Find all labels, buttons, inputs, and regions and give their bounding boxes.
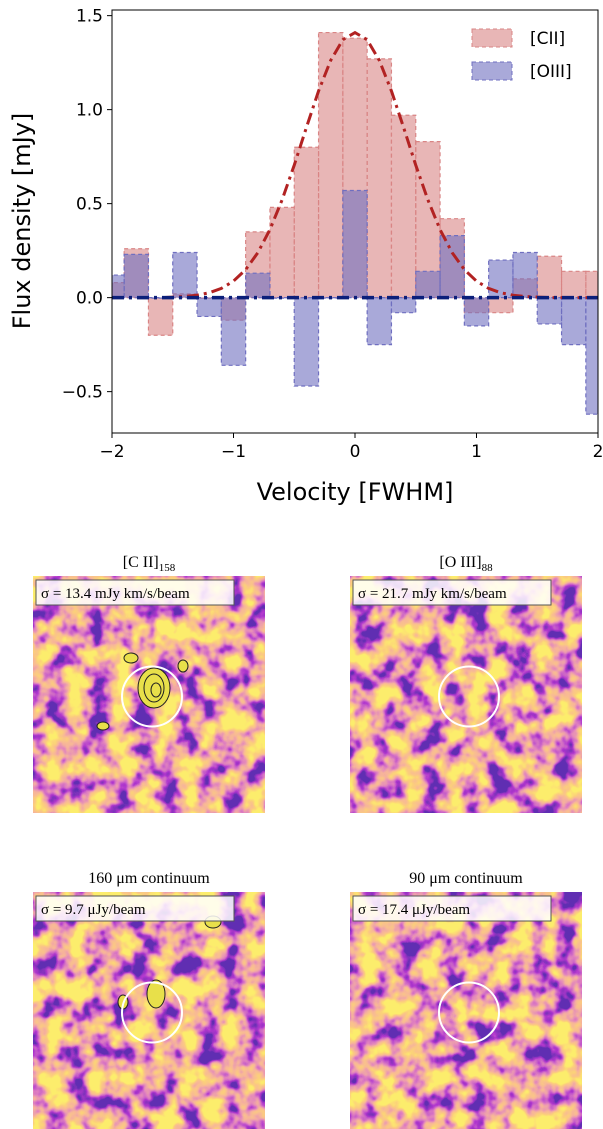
sigma-label: σ = 17.4 μJy/beam — [358, 902, 470, 918]
aperture — [121, 981, 183, 1044]
legend-swatch — [471, 28, 513, 48]
bar — [123, 253, 150, 299]
plot-area — [112, 30, 598, 415]
noise-map — [32, 891, 266, 1129]
legend-swatch — [471, 61, 513, 81]
noise-map — [349, 575, 583, 814]
aperture — [121, 665, 183, 728]
bar — [220, 297, 247, 366]
x-tick-label: 0 — [350, 442, 361, 462]
bar — [196, 297, 222, 318]
aperture — [438, 665, 500, 728]
bar — [585, 297, 598, 415]
contour — [177, 659, 189, 673]
bar — [366, 297, 393, 346]
bar — [245, 272, 271, 299]
bar — [439, 235, 465, 299]
bar — [536, 255, 563, 299]
contour — [150, 682, 162, 698]
bar — [366, 58, 393, 299]
contour — [96, 721, 110, 731]
panel-title-text: 90 μm continuum — [409, 870, 523, 887]
sigma-label: σ = 9.7 μJy/beam — [41, 902, 146, 918]
legend-label: [CII] — [530, 29, 565, 49]
bar — [293, 146, 320, 299]
fit-curve — [112, 30, 598, 300]
panel-title: [C II]158 — [123, 554, 176, 574]
contour — [146, 979, 166, 1009]
sigma-label: σ = 13.4 mJy km/s/beam — [41, 586, 190, 602]
bar — [390, 114, 417, 299]
x-tick-label: 1 — [471, 442, 482, 462]
panel-title: 90 μm continuum — [409, 870, 523, 887]
bar — [147, 297, 174, 336]
bar — [560, 297, 587, 346]
panel-title-sub: 158 — [159, 562, 176, 574]
bar — [342, 189, 368, 299]
contour — [123, 652, 139, 664]
panel-title: 160 μm continuum — [88, 870, 210, 887]
x-tick-label: −2 — [99, 442, 124, 462]
sigma-box — [352, 579, 552, 606]
sigma-box — [352, 895, 552, 922]
bar — [269, 206, 295, 299]
panel-title-text: [O III] — [439, 554, 481, 571]
panel-title-text: 160 μm continuum — [88, 870, 210, 887]
noise-map — [349, 891, 583, 1129]
panel-title: [O III]88 — [439, 554, 493, 574]
x-tick-label: −1 — [221, 442, 246, 462]
legend-label: [OIII] — [530, 62, 572, 82]
y-tick-label: 1.0 — [76, 101, 103, 121]
y-tick-label: 0.0 — [76, 289, 103, 309]
sigma-box — [35, 579, 235, 606]
bar — [512, 251, 538, 299]
x-axis-label: Velocity [FWHM] — [257, 478, 454, 506]
y-tick-label: 0.5 — [76, 195, 103, 215]
bar — [488, 259, 514, 299]
bar — [415, 270, 441, 299]
bar — [488, 297, 514, 314]
x-tick-label: 2 — [593, 442, 603, 462]
bar — [293, 297, 320, 387]
series-bars — [112, 189, 598, 415]
y-tick-label: 1.5 — [76, 7, 103, 27]
bar — [536, 297, 563, 325]
bar — [585, 270, 598, 299]
y-tick-label: −0.5 — [62, 383, 103, 403]
sigma-box — [35, 895, 235, 922]
sigma-label: σ = 21.7 mJy km/s/beam — [358, 586, 507, 602]
bar — [172, 251, 198, 299]
bar — [390, 297, 417, 314]
aperture — [438, 981, 500, 1044]
bar — [560, 270, 587, 299]
bar — [463, 297, 490, 327]
bar — [317, 31, 344, 299]
panel-title-text: [C II] — [123, 554, 159, 571]
y-axis-label: Flux density [mJy] — [8, 113, 36, 330]
bar — [112, 274, 125, 299]
panel-title-sub: 88 — [482, 562, 494, 574]
